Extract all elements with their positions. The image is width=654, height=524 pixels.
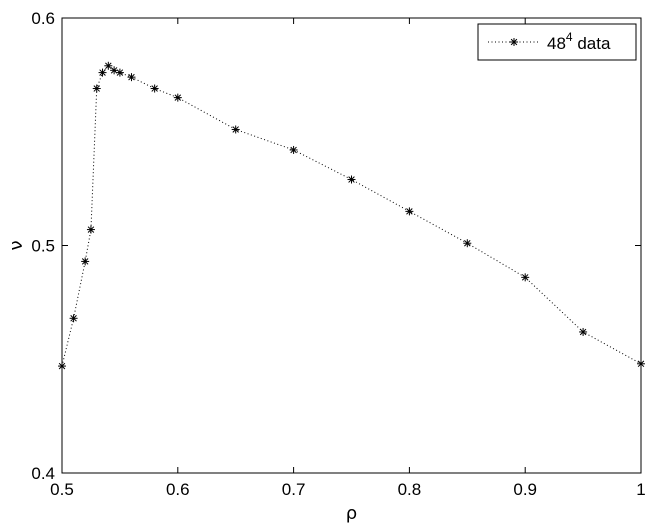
data-point xyxy=(463,239,472,248)
plot-layer xyxy=(58,61,645,371)
x-tick-label: 0.6 xyxy=(166,480,190,499)
legend-marker-icon xyxy=(510,38,518,46)
x-tick-label: 0.7 xyxy=(282,480,306,499)
legend: 484 data xyxy=(477,23,637,61)
x-tick-label: 0.9 xyxy=(513,480,537,499)
x-tick-label: 0.8 xyxy=(398,480,422,499)
data-point xyxy=(231,125,240,134)
data-point xyxy=(98,68,107,77)
legend-label-superscript: 4 xyxy=(566,30,573,44)
legend-box xyxy=(477,23,637,61)
x-tick-label: 0.5 xyxy=(50,480,74,499)
data-point xyxy=(115,68,124,77)
legend-label: 484 data xyxy=(547,30,611,53)
data-point xyxy=(521,273,530,282)
data-point xyxy=(69,314,78,323)
y-tick-label: 0.6 xyxy=(31,9,55,28)
legend-marker xyxy=(510,38,518,46)
data-point xyxy=(150,84,159,93)
data-point xyxy=(173,93,182,102)
data-point xyxy=(86,225,95,234)
x-axis-title: ρ xyxy=(346,503,357,524)
legend-label-suffix: data xyxy=(573,34,611,53)
data-point xyxy=(104,61,113,70)
y-tick-label: 0.5 xyxy=(31,237,55,256)
data-point xyxy=(127,73,136,82)
data-point xyxy=(405,207,414,216)
x-tick-label: 1 xyxy=(636,480,645,499)
data-point xyxy=(347,175,356,184)
y-tick-label: 0.4 xyxy=(31,464,55,483)
data-point xyxy=(110,66,119,75)
data-point xyxy=(289,145,298,154)
data-point xyxy=(92,84,101,93)
series-line xyxy=(61,65,642,367)
axis-ticks: 0.5 0.6 0.7 0.8 0.9 10.40.50.6 xyxy=(31,9,645,499)
legend-label-base: 48 xyxy=(547,34,566,53)
y-axis-title: ν xyxy=(6,240,27,250)
data-point xyxy=(81,257,90,266)
data-point xyxy=(579,327,588,336)
